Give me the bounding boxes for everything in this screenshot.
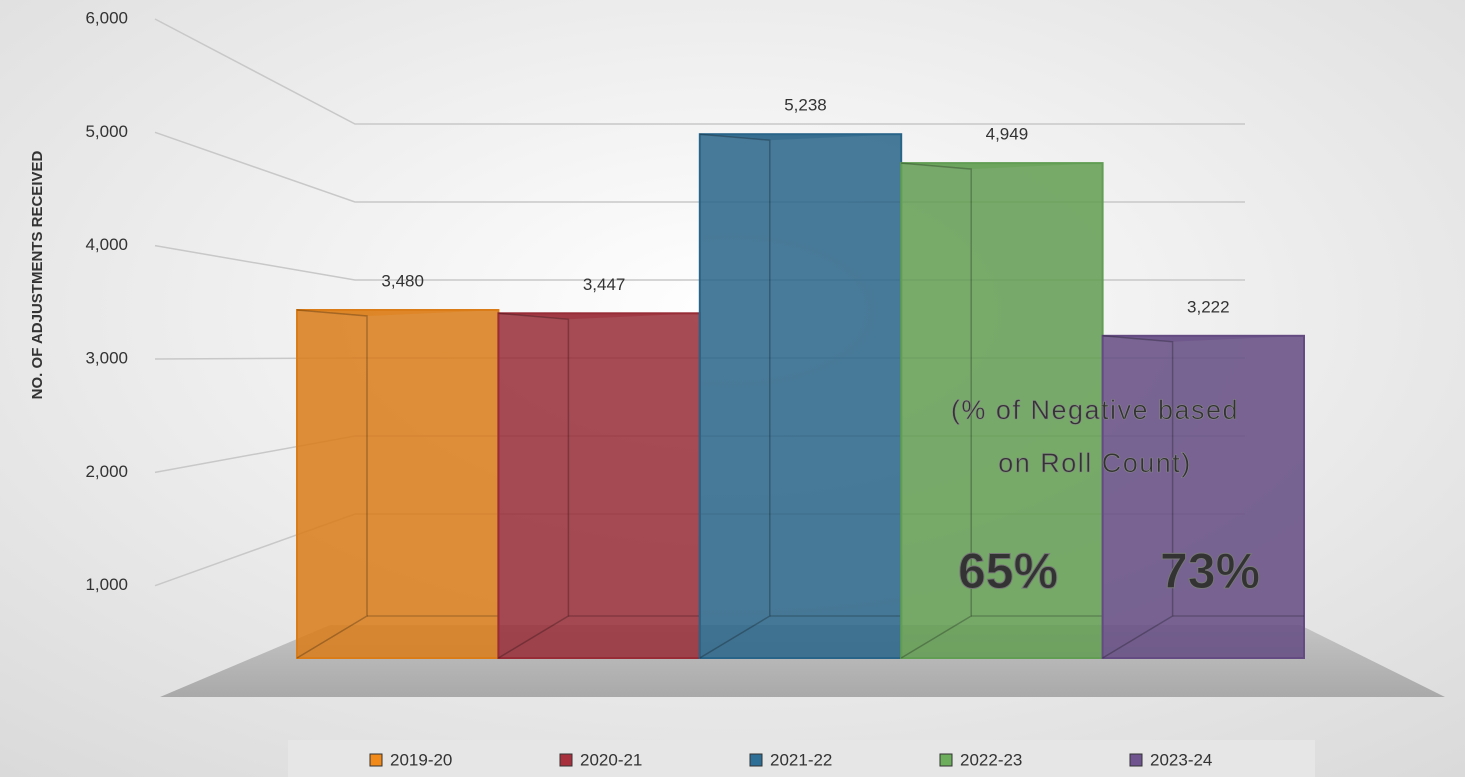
annotation: on Roll Count) <box>998 448 1192 478</box>
chart: NO. OF ADJUSTMENTS RECEIVED 1,000 2,000 3,… <box>0 0 1465 777</box>
data-label: 4,949 <box>986 125 1029 144</box>
legend-swatch <box>370 754 382 766</box>
y-tick-label: 4,000 <box>85 235 128 254</box>
legend-swatch <box>560 754 572 766</box>
bar <box>297 310 498 658</box>
legend-label: 2019-20 <box>390 750 452 769</box>
y-axis-label: NO. OF ADJUSTMENTS RECEIVED <box>29 151 46 400</box>
legend-swatch <box>940 754 952 766</box>
data-label: 3,447 <box>583 275 626 294</box>
legend-label: 2023-24 <box>1150 750 1212 769</box>
bar <box>700 134 901 658</box>
data-label: 3,480 <box>381 271 424 290</box>
y-tick-label: 2,000 <box>85 462 128 481</box>
y-tick-label: 5,000 <box>85 122 128 141</box>
legend-label: 2022-23 <box>960 750 1022 769</box>
annotation: 65% <box>958 543 1058 599</box>
data-label: 5,238 <box>784 96 827 115</box>
y-tick-label: 1,000 <box>85 575 128 594</box>
legend-label: 2020-21 <box>580 750 642 769</box>
page: NO. OF ADJUSTMENTS RECEIVED 1,000 2,000 3,… <box>0 0 1465 777</box>
legend-swatch <box>1130 754 1142 766</box>
annotation: (% of Negative based <box>951 395 1239 425</box>
legend-swatch <box>750 754 762 766</box>
bar <box>498 313 699 658</box>
data-label: 3,222 <box>1187 297 1230 316</box>
legend-label: 2021-22 <box>770 750 832 769</box>
y-tick-label: 6,000 <box>85 8 128 27</box>
annotation: 73% <box>1160 543 1260 599</box>
bar <box>1103 336 1304 658</box>
y-tick-label: 3,000 <box>85 348 128 367</box>
